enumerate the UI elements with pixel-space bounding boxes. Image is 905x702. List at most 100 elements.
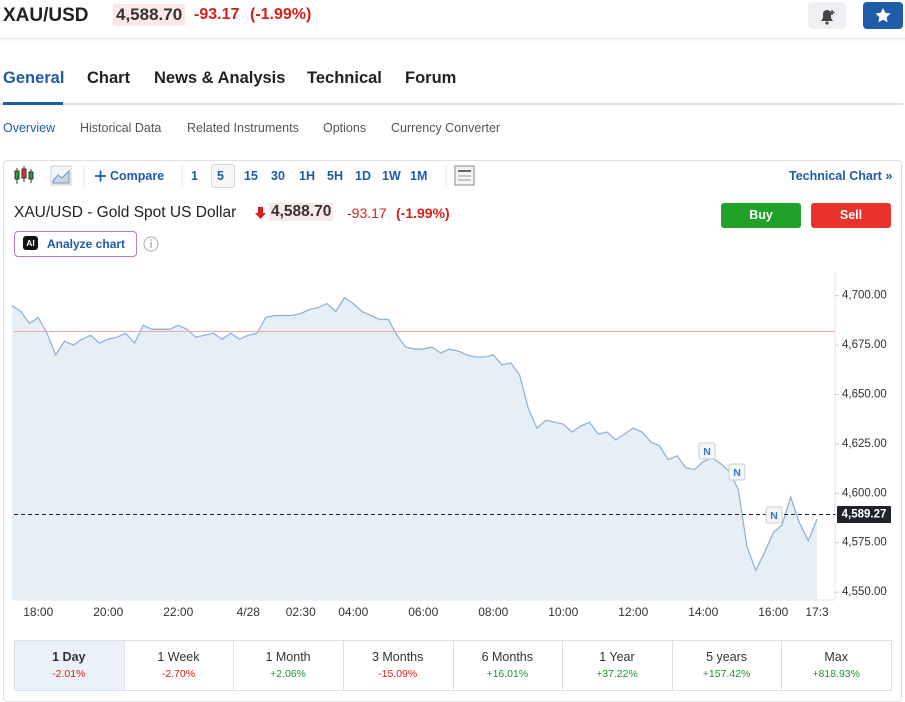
period-change: -2.70%	[161, 668, 196, 680]
header-divider	[0, 38, 905, 39]
tab[interactable]: News & Analysis	[154, 69, 286, 87]
period-change: +157.42%	[702, 668, 751, 680]
interval[interactable]: 1D	[355, 169, 371, 183]
period-change: +818.93%	[812, 668, 860, 680]
interval[interactable]: 5	[217, 169, 224, 183]
x-tick-label: 12:00	[618, 605, 648, 619]
interval[interactable]: 1H	[299, 169, 315, 183]
y-tick-label: 4,675.00	[842, 339, 887, 351]
period-change: +16.01%	[486, 668, 529, 680]
tab[interactable]: Chart	[87, 69, 131, 87]
news-marker[interactable]: N	[728, 463, 746, 481]
y-tick-label: 4,600.00	[842, 487, 887, 499]
plus-icon	[95, 170, 106, 182]
y-tick-label: 4,700.00	[842, 290, 887, 302]
subtab[interactable]: Currency Converter	[391, 121, 501, 135]
period-cell[interactable]	[781, 640, 892, 691]
period-cell[interactable]	[671, 640, 783, 691]
down-arrow	[255, 207, 266, 219]
compare[interactable]: Compare	[110, 169, 165, 183]
sell-button[interactable]: Sell	[811, 203, 891, 228]
news-marker-label: N	[733, 467, 741, 479]
y-tick-label: 4,575.00	[842, 537, 887, 549]
change: -93.17	[194, 6, 240, 23]
bell-icon	[821, 10, 835, 25]
x-tick-label: 20:00	[93, 605, 123, 619]
period-label: 1 Week	[157, 650, 200, 664]
interval[interactable]: 30	[271, 169, 285, 183]
instrument-name: XAU/USD - Gold Spot US Dollar	[14, 204, 237, 221]
period-label: 1 Day	[52, 650, 86, 664]
x-tick-label: 16:00	[758, 605, 788, 619]
period-cell[interactable]	[562, 640, 673, 691]
subtab[interactable]: Overview	[3, 121, 56, 135]
x-tick-label: 17:3	[805, 605, 829, 619]
news-marker[interactable]: N	[765, 506, 783, 524]
indicator-icon	[454, 165, 475, 186]
news-marker-box	[698, 442, 716, 460]
period-label: 5 years	[706, 650, 748, 664]
period-change: -15.09%	[378, 668, 418, 680]
period-cell[interactable]	[233, 640, 344, 691]
news-marker-label: N	[770, 510, 778, 522]
subtab[interactable]: Historical Data	[80, 121, 162, 135]
x-tick-label: 04:00	[338, 605, 368, 619]
tab[interactable]: General	[3, 69, 65, 87]
news-marker-box	[765, 506, 783, 524]
y-tick-label: 4,650.00	[842, 389, 887, 401]
subtab[interactable]: Options	[323, 121, 367, 135]
interval[interactable]: 5H	[327, 169, 343, 183]
star-icon	[875, 8, 891, 23]
last-price-box	[837, 506, 891, 524]
news-marker[interactable]: N	[698, 442, 716, 460]
news-marker-box	[728, 463, 746, 481]
period-change: +2.06%	[270, 668, 307, 680]
interval[interactable]: 1M	[410, 169, 428, 183]
x-tick-label: 4/28	[237, 605, 261, 619]
period-label: 6 Months	[481, 650, 534, 664]
subtab[interactable]: Related Instruments	[187, 121, 299, 135]
area-icon	[50, 165, 72, 186]
x-tick-label: 06:00	[408, 605, 438, 619]
period-label: Max	[824, 650, 848, 664]
tab[interactable]: Forum	[405, 69, 457, 87]
chart-price: 4,588.70	[269, 203, 334, 221]
period-label: 1 Year	[599, 650, 635, 664]
symbol: XAU/USD	[3, 5, 89, 26]
tab-divider	[0, 103, 903, 105]
price-line	[11, 296, 818, 573]
interval[interactable]: 15	[244, 169, 258, 183]
technical-chart-link[interactable]: Technical Chart »	[789, 169, 893, 183]
watchlist-button[interactable]	[863, 2, 903, 29]
chart-change-pct: (-1.99%)	[396, 205, 450, 221]
area-fill	[12, 297, 817, 600]
x-tick-label: 22:00	[163, 605, 193, 619]
period-cell[interactable]	[14, 640, 125, 691]
active-tab-underline	[3, 102, 63, 105]
analyze-chart-button[interactable]	[14, 231, 137, 257]
buy-button[interactable]: Buy	[721, 203, 801, 228]
y-tick-label: 4,625.00	[842, 438, 887, 450]
info-icon[interactable]	[143, 236, 159, 252]
interval[interactable]: 1W	[382, 169, 401, 183]
interval[interactable]: 1	[191, 169, 198, 183]
x-tick-label: 18:00	[23, 605, 53, 619]
period-change: +37.22%	[596, 668, 638, 680]
last-price-label: 4,589.27	[842, 509, 887, 521]
alert-button[interactable]	[808, 2, 846, 29]
chart-change: -93.17	[347, 205, 387, 221]
period-cell[interactable]	[123, 640, 235, 691]
x-tick-label: 08:00	[478, 605, 508, 619]
x-tick-label: 10:00	[548, 605, 578, 619]
period-change: -2.01%	[52, 668, 86, 680]
ai-badge: AI	[23, 236, 38, 250]
candles-icon	[14, 166, 34, 184]
period-cell[interactable]	[342, 640, 454, 691]
period-label: 1 Month	[265, 650, 311, 664]
tab[interactable]: Technical	[307, 69, 382, 87]
period-cell[interactable]	[452, 640, 564, 691]
analyze-chart-label: Analyze chart	[47, 237, 126, 251]
change-pct: (-1.99%)	[250, 6, 312, 23]
